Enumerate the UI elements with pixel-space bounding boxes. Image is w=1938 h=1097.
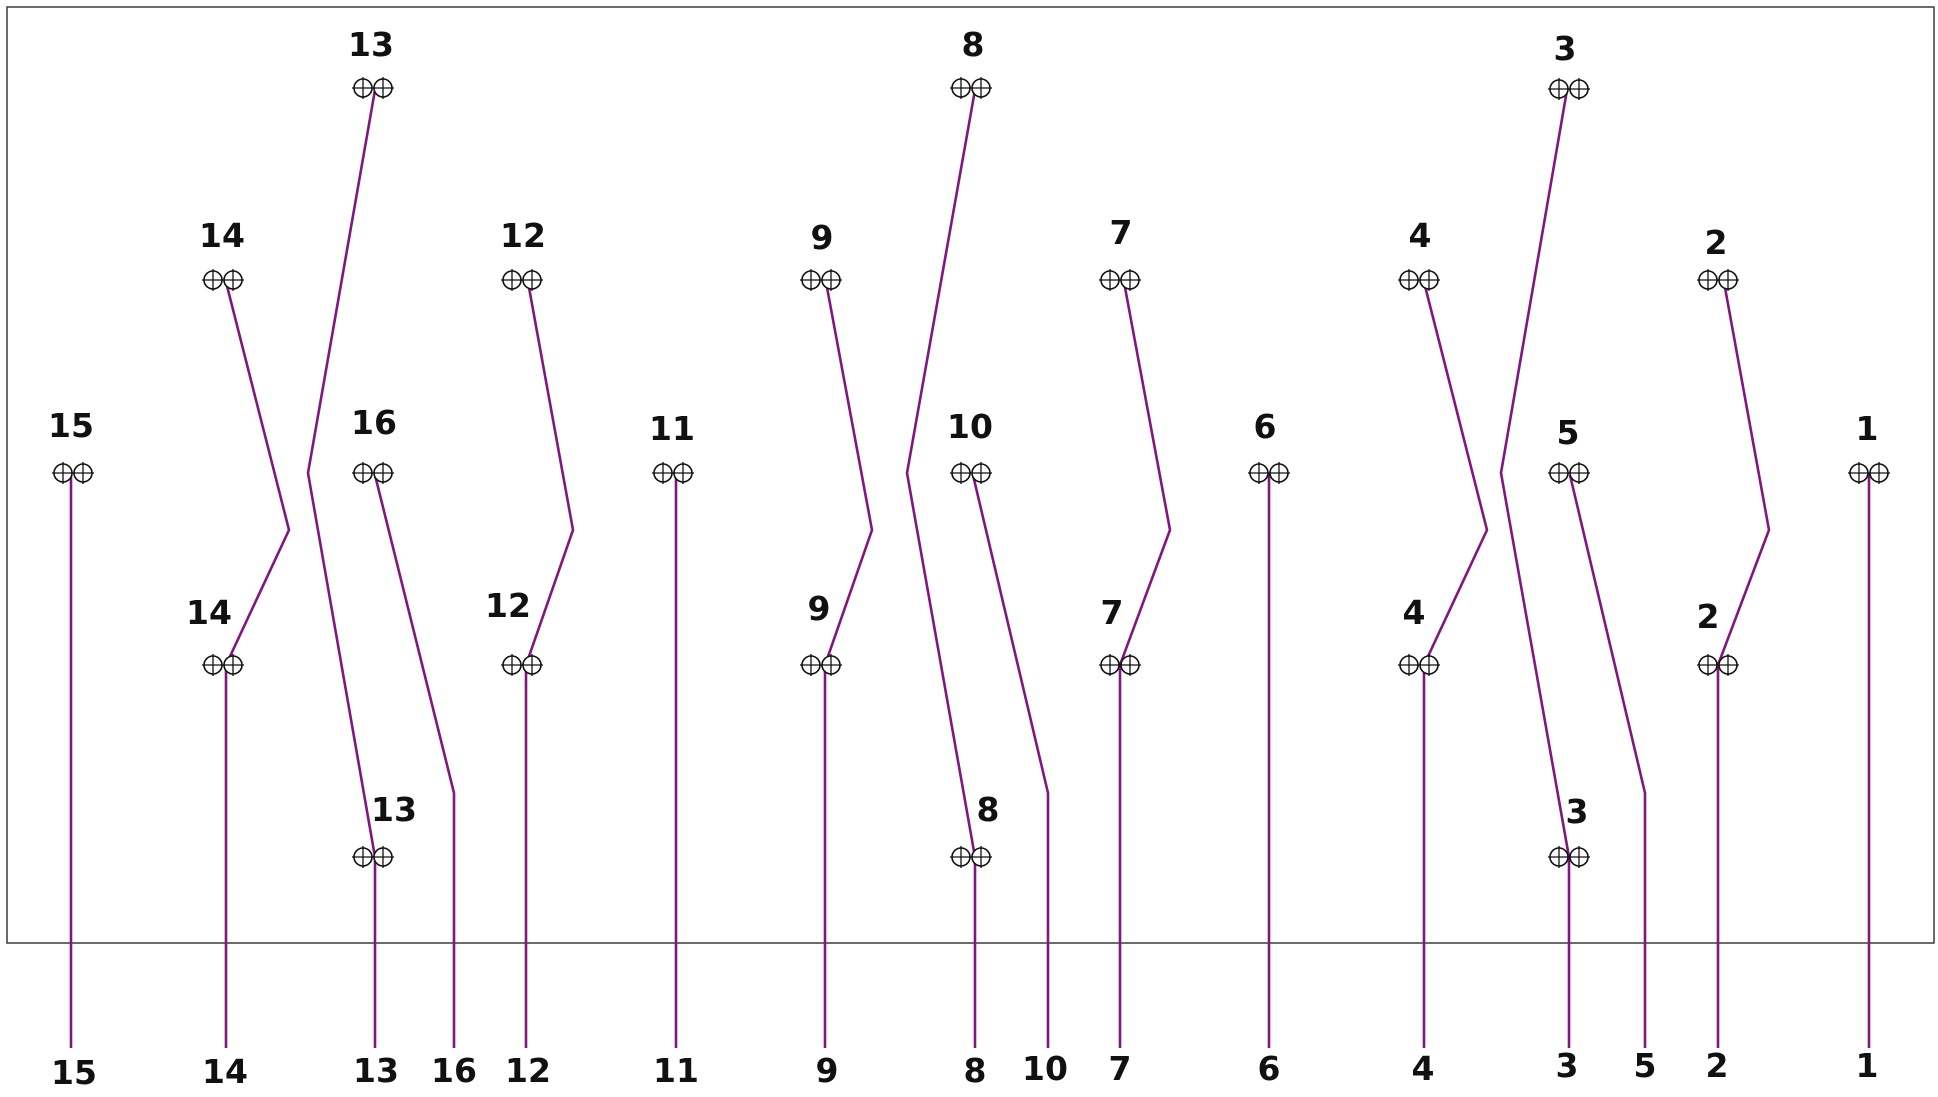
terminal-t3-top-icon <box>1548 78 1590 100</box>
output-label-out-2: 2 <box>1706 1046 1729 1085</box>
terminal-t4-low-icon <box>1398 654 1440 676</box>
terminal-label-t7-top: 7 <box>1110 213 1133 252</box>
terminal-t1-icon <box>1848 462 1890 484</box>
terminal-t11-icon <box>652 462 694 484</box>
output-label-out-9: 9 <box>816 1051 839 1090</box>
terminal-t14-low-icon <box>202 654 244 676</box>
wire-12 <box>524 281 575 1048</box>
terminal-t6-icon <box>1248 462 1290 484</box>
terminal-t3-low-icon <box>1548 846 1590 868</box>
terminal-t2-low-icon <box>1697 654 1739 676</box>
output-label-out-15: 15 <box>51 1053 97 1092</box>
terminal-label-t8-low: 8 <box>977 790 1000 829</box>
terminal-label-t13-top: 13 <box>348 25 394 64</box>
terminal-label-t16: 16 <box>351 403 397 442</box>
terminal-t4-top-icon <box>1398 269 1440 291</box>
terminal-t7-low-icon <box>1099 654 1141 676</box>
terminal-label-t9-low: 9 <box>808 589 831 628</box>
terminal-t9-top-icon <box>800 269 842 291</box>
terminal-label-t3-low: 3 <box>1566 792 1589 831</box>
terminal-t13-low-icon <box>352 846 394 868</box>
terminal-t2-top-icon <box>1697 269 1739 291</box>
terminal-label-t11: 11 <box>649 409 695 448</box>
terminal-label-t7-low: 7 <box>1101 593 1124 632</box>
wire-3 <box>1499 89 1571 1048</box>
wire-7 <box>1118 281 1172 1048</box>
terminal-label-t14-low: 14 <box>186 593 232 632</box>
terminal-t12-low-icon <box>501 654 543 676</box>
terminals-layer <box>52 77 1890 868</box>
wire-13 <box>306 89 377 1048</box>
terminal-t7-top-icon <box>1099 269 1141 291</box>
output-label-out-13: 13 <box>353 1051 399 1090</box>
terminal-t8-top-icon <box>950 77 992 99</box>
output-label-out-12: 12 <box>505 1051 551 1090</box>
terminal-label-t2-top: 2 <box>1705 223 1728 262</box>
wire-5 <box>1568 474 1647 1048</box>
terminal-t8-low-icon <box>950 846 992 868</box>
terminal-t5-icon <box>1548 462 1590 484</box>
terminal-label-t6: 6 <box>1254 407 1277 446</box>
wire-10 <box>971 474 1050 1048</box>
output-label-out-4: 4 <box>1412 1049 1435 1088</box>
terminal-t16-icon <box>352 462 394 484</box>
wire-2 <box>1716 281 1771 1048</box>
wire-9 <box>823 281 874 1048</box>
output-label-out-5: 5 <box>1634 1046 1657 1085</box>
terminal-label-t2-low: 2 <box>1697 597 1720 636</box>
terminal-t10-icon <box>950 462 992 484</box>
terminal-label-t10: 10 <box>947 407 993 446</box>
terminal-t9-low-icon <box>800 654 842 676</box>
wires-layer <box>69 89 1871 1048</box>
wire-14 <box>224 281 291 1048</box>
labels-layer: 13 8 314 12 9 7 4 215 16 11 10 6 5 114 12 9 7 4 213 8 315 14 1… <box>48 25 1878 1092</box>
terminal-label-t13-low: 13 <box>371 790 417 829</box>
output-label-out-8: 8 <box>964 1051 987 1090</box>
terminal-label-t12-low: 12 <box>485 586 531 625</box>
output-label-out-10: 10 <box>1022 1049 1068 1088</box>
terminal-label-t14-top: 14 <box>199 216 245 255</box>
terminal-t13-top-icon <box>352 77 394 99</box>
terminal-label-t1: 1 <box>1856 409 1879 448</box>
output-label-out-6: 6 <box>1258 1049 1281 1088</box>
terminal-label-t15: 15 <box>48 406 94 445</box>
terminal-label-t4-low: 4 <box>1403 593 1426 632</box>
wire-16 <box>373 474 456 1048</box>
terminal-label-t9-top: 9 <box>811 218 834 257</box>
terminal-label-t4-top: 4 <box>1409 216 1432 255</box>
terminal-label-t12-top: 12 <box>500 216 546 255</box>
output-label-out-16: 16 <box>431 1051 477 1090</box>
output-label-out-7: 7 <box>1109 1049 1132 1088</box>
output-label-out-1: 1 <box>1856 1046 1879 1085</box>
terminal-label-t5: 5 <box>1557 413 1580 452</box>
wire-4 <box>1422 281 1489 1048</box>
terminal-label-t3-top: 3 <box>1554 29 1577 68</box>
wire-8 <box>905 89 977 1048</box>
terminal-t12-top-icon <box>501 269 543 291</box>
terminal-t14-top-icon <box>202 269 244 291</box>
terminal-label-t8-top: 8 <box>962 25 985 64</box>
diagram-frame <box>6 6 1935 944</box>
output-label-out-11: 11 <box>653 1051 699 1090</box>
terminal-t15-icon <box>52 462 94 484</box>
output-label-out-3: 3 <box>1556 1046 1579 1085</box>
output-label-out-14: 14 <box>202 1052 248 1091</box>
